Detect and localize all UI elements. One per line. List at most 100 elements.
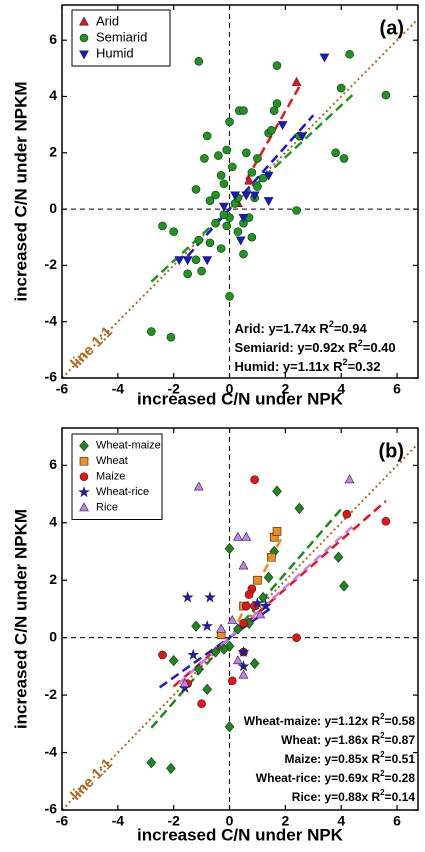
point [183, 269, 192, 279]
point [238, 214, 249, 223]
equation: Maize: y=0.85x R2=0.51 [284, 750, 415, 766]
y-tick-label: 4 [49, 513, 57, 529]
point [225, 117, 234, 127]
point [219, 643, 229, 655]
y-tick-label: -2 [45, 686, 58, 702]
panel-label: (a) [380, 17, 404, 39]
point [237, 660, 250, 672]
x-axis-label: increased C/N under NPK [137, 389, 344, 408]
point [202, 131, 212, 141]
point [230, 191, 241, 201]
y-axis-label: increased C/N under NPKM [11, 509, 30, 729]
y-tick-label: 2 [49, 571, 57, 587]
point [250, 475, 259, 484]
point [255, 609, 266, 619]
point [237, 645, 250, 658]
point [251, 597, 264, 609]
point [239, 249, 248, 259]
point [253, 154, 262, 163]
x-tick-label: 0 [226, 381, 234, 397]
y-tick-label: -6 [45, 801, 58, 817]
point [193, 481, 204, 491]
panel: line 1:1 -6 -4 -2 0 2 4 6 -6 -4 -2 0 2 4 6 increased C/… [11, 427, 419, 844]
equation-text: =0.40 [363, 340, 396, 355]
equation: Semiarid: y=0.92x R2=0.40 [235, 338, 396, 355]
point [267, 125, 276, 135]
point [168, 654, 179, 667]
point [277, 121, 288, 131]
point [272, 527, 282, 536]
equation-text: =0.87 [385, 733, 416, 747]
equation: Humid: y=1.11x R2=0.32 [235, 357, 381, 374]
plot-frame [61, 427, 419, 811]
point [238, 669, 249, 679]
point [339, 154, 349, 163]
fit-line [186, 114, 315, 257]
point [244, 175, 254, 185]
point [272, 61, 282, 70]
point [272, 485, 282, 497]
point [224, 721, 235, 733]
equation: Wheat-maize: y=1.12x R2=0.58 [244, 712, 416, 728]
panel-label: (b) [378, 440, 404, 462]
x-tick-label: -2 [167, 381, 180, 397]
point [267, 552, 276, 562]
equation-text: =0.94 [334, 321, 368, 336]
point [219, 179, 229, 189]
equation-sup: 2 [380, 769, 385, 778]
point [292, 206, 301, 215]
point [294, 502, 305, 515]
point [269, 106, 279, 115]
point [194, 235, 204, 245]
point [263, 571, 274, 584]
legend-marker [79, 502, 89, 512]
equation-text: Wheat-rice: y=0.69x R [256, 771, 381, 785]
fit-line [245, 86, 301, 181]
point [224, 640, 235, 652]
point [241, 191, 252, 201]
point [214, 151, 223, 160]
point [247, 232, 257, 242]
y-tick-label: -2 [45, 256, 58, 272]
point [219, 210, 229, 220]
point [191, 620, 201, 632]
equation-text: =0.14 [385, 790, 416, 804]
panel: line 1:1 -6 -4 -2 0 2 4 6 -6 -4 -2 0 2 4 6 increased C/… [11, 4, 419, 408]
fit-line [150, 94, 354, 283]
point [345, 49, 354, 59]
equation-text: Rice: y=0.88x R [292, 790, 381, 804]
point [259, 599, 272, 612]
equation: Rice: y=0.88x R2=0.14 [292, 788, 416, 804]
legend-box [71, 9, 171, 67]
point [228, 162, 237, 172]
point [253, 575, 262, 585]
point [179, 678, 190, 688]
equation-text: Wheat-maize: y=1.12x R [244, 714, 381, 728]
legend-label: Humid [96, 45, 134, 60]
equation-sup: 2 [380, 788, 385, 797]
equation-text: Semiarid: y=0.92x R [235, 340, 359, 355]
x-tick-label: -4 [112, 813, 125, 829]
x-tick-label: -2 [167, 813, 180, 829]
point [158, 221, 167, 231]
point [258, 591, 268, 604]
legend-label: Maize [96, 471, 125, 483]
y-tick-label: -6 [45, 369, 58, 385]
point [233, 623, 243, 635]
equation-sup: 2 [380, 750, 385, 759]
point [166, 332, 176, 342]
point [239, 619, 248, 628]
point [174, 256, 185, 266]
point [222, 221, 232, 231]
point [249, 657, 260, 670]
point [342, 509, 352, 519]
equation-text: Wheat: y=1.86x R [281, 733, 380, 747]
legend-marker [79, 456, 89, 466]
point [225, 292, 234, 301]
point [201, 620, 214, 632]
point [232, 531, 243, 541]
point [333, 551, 344, 563]
equation-text: Maize: y=0.85x R [284, 752, 380, 766]
legend-marker [79, 50, 89, 60]
x-tick-label: 4 [337, 813, 345, 829]
